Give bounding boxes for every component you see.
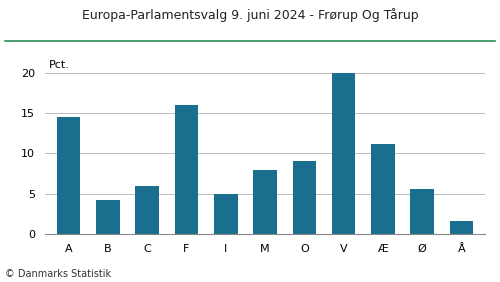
Bar	[292, 161, 316, 234]
Text: Pct.: Pct.	[49, 60, 70, 70]
Text: © Danmarks Statistik: © Danmarks Statistik	[5, 269, 111, 279]
Bar	[174, 105, 198, 234]
Text: Europa-Parlamentsvalg 9. juni 2024 - Frørup Og Tårup: Europa-Parlamentsvalg 9. juni 2024 - Frø…	[82, 8, 418, 23]
Bar	[332, 73, 355, 234]
Bar	[214, 194, 238, 234]
Bar	[410, 189, 434, 234]
Bar	[96, 200, 120, 234]
Bar	[450, 221, 473, 234]
Bar	[371, 144, 394, 234]
Bar	[253, 170, 277, 234]
Bar	[57, 117, 80, 234]
Bar	[136, 186, 159, 234]
